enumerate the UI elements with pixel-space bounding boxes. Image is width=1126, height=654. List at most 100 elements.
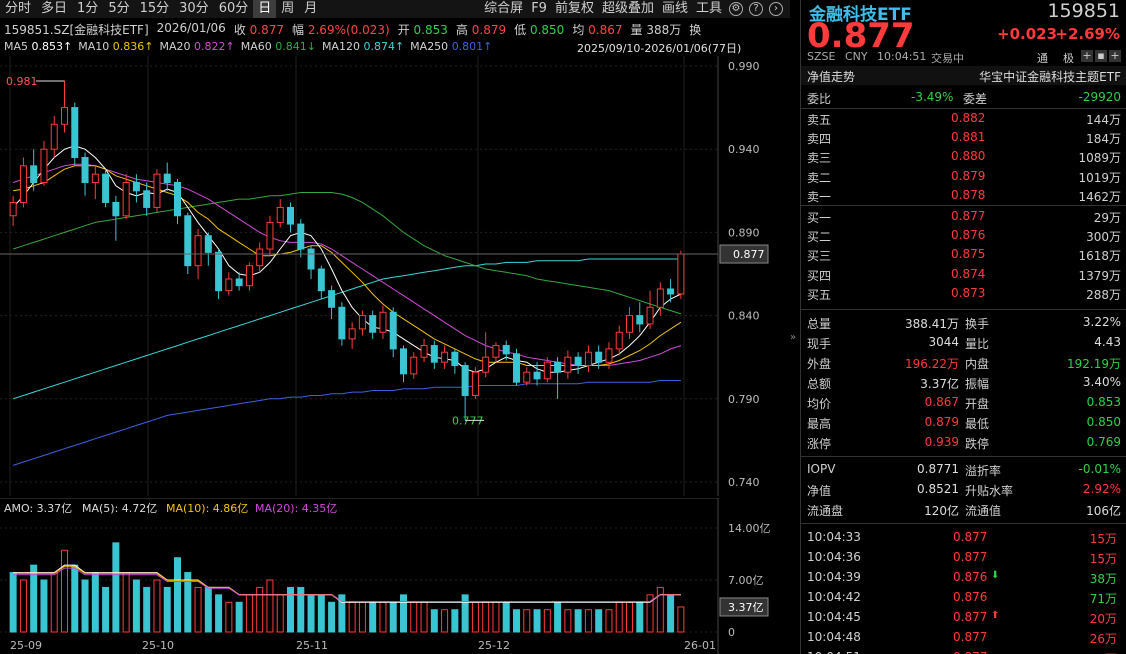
ask-row[interactable]: 卖三 0.880 1089万 (801, 147, 1126, 166)
period-tab-6[interactable]: 60分 (218, 1, 249, 16)
period-tab-9[interactable]: 月 (304, 1, 318, 16)
stat-label: 涨停 (807, 437, 832, 451)
current-price-label: 0.877 (733, 248, 765, 261)
divider (801, 205, 1126, 206)
panel-tool-icon[interactable]: ▪ (1095, 50, 1107, 62)
period-tab-4[interactable]: 15分 (139, 1, 170, 16)
panel-tool-icon[interactable]: + (1109, 49, 1121, 62)
change-label: 幅 (292, 23, 305, 37)
toolbar-btn-2[interactable]: 前复权 (554, 1, 594, 16)
candle (143, 190, 151, 208)
ask-price: 0.882 (951, 111, 986, 125)
stat-value: 196.22万 (905, 357, 959, 371)
currency-label: CNY (845, 50, 868, 63)
low-value: 0.850 (529, 23, 565, 37)
volume-chart[interactable]: AMO: 3.37亿 MA(5): 4.72亿 MA(10): 4.86亿 MA(20… (0, 498, 790, 654)
toolbar-btn-5[interactable]: 工具 (695, 1, 722, 16)
period-tab-5[interactable]: 30分 (179, 1, 209, 16)
candlestick-chart[interactable]: 0.990 0.940 0.890 0.840 0.790 0.740 0.877 0.981… (0, 56, 790, 496)
candle (297, 223, 305, 250)
candle (584, 351, 592, 367)
candle (523, 371, 531, 383)
ask-row[interactable]: 卖一 0.878 1462万 (801, 186, 1126, 205)
bid-price: 0.873 (951, 285, 986, 300)
stat-value: 3.40% (1082, 375, 1121, 389)
ma5-label: MA5 (4, 40, 29, 53)
tick-price: 0.877 (953, 650, 987, 654)
ma-legend: MA5 0.853↑ MA10 0.836↑ MA20 0.822↑ MA60 … (4, 40, 492, 56)
toolbar-btn-1[interactable]: F9 (531, 1, 547, 16)
x-tick-label: 25-12 (478, 639, 510, 652)
date-range[interactable]: 2025/09/10-2026/01/06(77日) (577, 42, 742, 57)
candle (194, 235, 202, 267)
candle (19, 165, 27, 203)
stat-value: 0.769 (1086, 435, 1121, 449)
vol-bar (389, 601, 397, 633)
toolbar-btn-0[interactable]: 综合屏 (484, 1, 524, 16)
help-icon[interactable]: ? (749, 2, 763, 16)
period-tab-8[interactable]: 周 (281, 1, 295, 16)
candle (626, 315, 633, 333)
vol-legend: MA(5): 4.72亿 (82, 502, 157, 515)
stat-label: 现手 (807, 337, 832, 351)
vol-bar (245, 594, 253, 633)
vol-bar (667, 594, 675, 633)
vol-bar (225, 601, 233, 633)
tick-row: 10:04:48 0.877 26万 (801, 628, 1126, 648)
period-tab-3[interactable]: 5分 (108, 1, 130, 16)
x-tick-label: 25-10 (142, 639, 174, 652)
high-label: 高 (455, 23, 468, 37)
ask-label: 卖三 (807, 151, 832, 166)
vol-legend: MA(20): 4.35亿 (255, 502, 337, 515)
candle (554, 361, 562, 373)
vol-legend: MA(10): 4.86亿 (166, 502, 248, 515)
ask-row[interactable]: 卖五 0.882 144万 (801, 109, 1126, 128)
price-change: +0.023 (997, 25, 1058, 43)
etf-row: 流通盘 120亿 流通值 106亿 (801, 500, 1126, 519)
etf-label: 流通值 (965, 504, 1002, 518)
bid-volume: 300万 (1086, 230, 1121, 245)
bid-row[interactable]: 买一 0.877 29万 (801, 207, 1126, 226)
bid-row[interactable]: 买二 0.876 300万 (801, 226, 1126, 245)
tick-price: 0.877 (953, 530, 988, 544)
candle (441, 351, 449, 363)
order-diff-label: 委差 (963, 92, 988, 106)
collapse-panel-icon[interactable]: » (790, 332, 797, 343)
period-tab-2[interactable]: 1分 (77, 1, 99, 16)
bid-row[interactable]: 买四 0.874 1379万 (801, 265, 1126, 284)
period-tab-0[interactable]: 分时 (5, 1, 32, 16)
candle (677, 253, 685, 295)
tick-volume: 15万 (1089, 552, 1117, 566)
ma120-legend: MA120 0.874↑ (322, 40, 404, 56)
toolbar-btn-3[interactable]: 超级叠加 (601, 1, 654, 16)
bid-label: 买二 (807, 230, 832, 245)
vol-bar (266, 579, 274, 633)
ma60-label: MA60 (240, 40, 272, 53)
ask-row[interactable]: 卖二 0.879 1019万 (801, 167, 1126, 186)
vol-bar (646, 594, 654, 633)
bid-row[interactable]: 买五 0.873 288万 (801, 284, 1126, 303)
vol-bar (9, 572, 17, 633)
bid-row[interactable]: 买三 0.875 1618万 (801, 245, 1126, 264)
y-tick-label: 0.990 (728, 60, 760, 73)
period-tab-7[interactable]: 日 (253, 0, 277, 18)
bid-volume: 288万 (1086, 287, 1121, 302)
ask-volume: 1462万 (1078, 189, 1121, 204)
vol-bar (636, 601, 644, 633)
chevron-right-icon[interactable]: › (769, 2, 783, 16)
vol-bar (40, 579, 48, 633)
tick-row: 10:04:51 0.877 27万 (801, 648, 1126, 654)
etf-label: IOPV (807, 462, 836, 476)
divider (801, 456, 1126, 457)
gear-icon[interactable]: ⚙ (729, 2, 743, 16)
ask-row[interactable]: 卖四 0.881 184万 (801, 128, 1126, 147)
toolbar-btn-4[interactable]: 画线 (661, 1, 688, 16)
candle (245, 265, 253, 287)
panel-tool-icon[interactable]: + (1081, 49, 1093, 62)
vol-ma5-line (13, 564, 681, 603)
tick-volume: 27万 (1090, 650, 1117, 654)
candle (50, 123, 58, 150)
switch-label[interactable]: 换 (689, 23, 702, 37)
change-value: 2.69%(0.023) (307, 23, 390, 37)
period-tab-1[interactable]: 多日 (41, 1, 68, 16)
